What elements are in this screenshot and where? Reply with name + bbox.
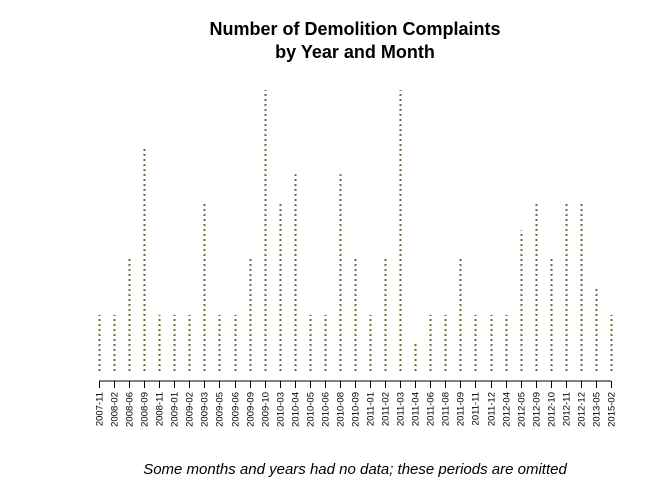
- x-tick-label: 2009-09: [246, 392, 257, 427]
- x-tick-label: 2008-06: [125, 392, 136, 427]
- x-tick-label: 2010-08: [336, 392, 347, 427]
- x-tick-label: 2011-02: [381, 392, 392, 426]
- x-tick-labels: 2007-11 2008-02 2008-06 2008-09 2008-11 2009-…: [95, 392, 618, 427]
- x-tick-label: 2009-10: [261, 392, 272, 427]
- x-tick-label: 2009-06: [231, 392, 242, 427]
- x-tick-label: 2009-01: [170, 392, 181, 427]
- chart-title-line-2: by Year and Month: [275, 42, 435, 62]
- chart-note: Some months and years had no data; these…: [143, 461, 567, 478]
- x-tick-label: 2013-05: [592, 392, 603, 427]
- x-tick-label: 2015-02: [607, 392, 618, 427]
- x-tick-label: 2011-03: [396, 392, 407, 426]
- x-tick-label: 2010-04: [291, 392, 302, 427]
- x-tick-label: 2011-01: [366, 392, 377, 426]
- x-tick-label: 2010-05: [306, 392, 317, 427]
- x-tick-label: 2009-05: [215, 392, 226, 427]
- x-tick-label: 2012-09: [532, 392, 543, 427]
- x-axis: [99, 380, 612, 388]
- x-tick-label: 2012-11: [562, 392, 573, 426]
- x-tick-label: 2008-11: [155, 392, 166, 426]
- x-tick-label: 2010-06: [321, 392, 332, 427]
- x-tick-label: 2009-02: [185, 392, 196, 427]
- x-tick-label: 2012-12: [577, 392, 588, 427]
- x-tick-label: 2007-11: [95, 392, 106, 426]
- x-tick-label: 2011-11: [471, 392, 482, 425]
- chart-title-line-1: Number of Demolition Complaints: [209, 19, 500, 39]
- x-tick-label: 2012-05: [517, 392, 528, 427]
- x-tick-label: 2010-09: [351, 392, 362, 427]
- x-tick-label: 2011-04: [411, 392, 422, 426]
- x-tick-label: 2009-03: [200, 392, 211, 427]
- x-tick-label: 2011-08: [441, 392, 452, 426]
- x-tick-label: 2011-09: [456, 392, 467, 426]
- x-tick-label: 2010-03: [276, 392, 287, 427]
- x-tick-label: 2011-12: [487, 392, 498, 426]
- x-tick-label: 2012-04: [502, 392, 513, 427]
- x-tick-label: 2008-02: [110, 392, 121, 427]
- bars-group: [98, 90, 613, 371]
- x-tick-label: 2008-09: [140, 392, 151, 427]
- x-tick-label: 2012-10: [547, 392, 558, 427]
- x-tick-label: 2011-06: [426, 392, 437, 426]
